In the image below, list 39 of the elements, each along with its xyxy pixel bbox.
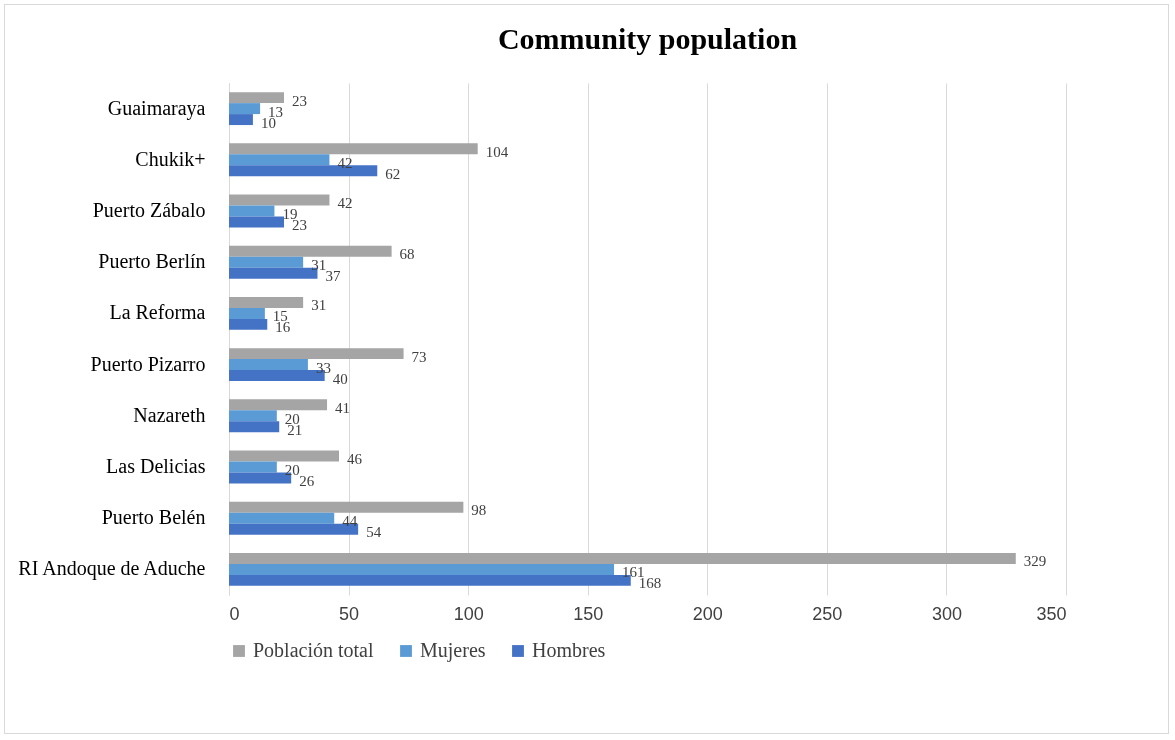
- data-label: 23: [292, 92, 307, 109]
- data-label: 31: [311, 257, 327, 274]
- data-label: 73: [411, 348, 427, 365]
- y-tick-label: RI Andoque de Aduche: [18, 557, 206, 581]
- data-label: 46: [347, 451, 363, 468]
- data-label: 26: [299, 472, 315, 489]
- y-tick-label: Chukik+: [135, 147, 206, 170]
- data-label: 54: [366, 524, 382, 541]
- y-tick-label: La Reforma: [109, 301, 206, 324]
- x-tick-label: 350: [1036, 603, 1067, 624]
- x-tick-label: 0: [229, 603, 240, 624]
- data-label: 31: [311, 297, 327, 314]
- data-label: 40: [332, 370, 348, 387]
- legend-label: Población total: [253, 639, 374, 661]
- x-tick-label: 200: [692, 603, 723, 624]
- data-label: 98: [471, 502, 487, 519]
- y-tick-label: Puerto Belén: [101, 506, 206, 529]
- data-label: 20: [284, 462, 300, 478]
- y-tick-label: Puerto Berlín: [98, 250, 206, 273]
- x-tick-label: 50: [339, 603, 360, 624]
- data-label: 62: [385, 165, 401, 182]
- data-label: 37: [325, 268, 341, 285]
- data-label: 104: [485, 143, 509, 160]
- data-label: 68: [399, 246, 415, 263]
- y-tick-label: Nazareth: [133, 403, 206, 426]
- legend-label: Hombres: [532, 639, 606, 661]
- data-label: 41: [335, 399, 351, 416]
- chart-title: Community population: [497, 22, 798, 55]
- y-tick-label: Las Delicias: [106, 455, 206, 477]
- x-tick-label: 150: [573, 603, 604, 624]
- y-tick-label: Puerto Pizarro: [90, 352, 206, 375]
- legend-label: Mujeres: [420, 639, 486, 662]
- data-label: 329: [1023, 553, 1047, 570]
- x-tick-label: 250: [812, 603, 843, 624]
- x-tick-label: 100: [453, 603, 484, 624]
- y-tick-label: Guaimaraya: [107, 96, 206, 120]
- data-label: 42: [337, 195, 353, 212]
- x-tick-label: 300: [931, 603, 962, 624]
- y-tick-label: Puerto Zábalo: [92, 199, 206, 221]
